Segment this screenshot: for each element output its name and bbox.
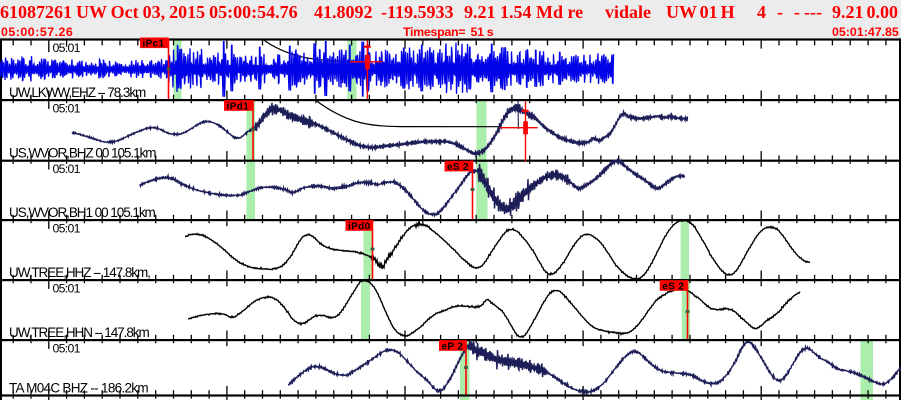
svg-text:eS 2: eS 2	[447, 162, 469, 173]
svg-text:iPc1: iPc1	[143, 39, 165, 50]
svg-text:iPd1: iPd1	[227, 101, 250, 112]
svg-text:iPd0: iPd0	[348, 221, 371, 232]
svg-text:UW,TREE,HHZ -- 147.8km,: UW,TREE,HHZ -- 147.8km,	[9, 265, 150, 280]
svg-text:05:01: 05:01	[53, 282, 81, 296]
svg-text:05:01: 05:01	[53, 102, 81, 116]
svg-text:eS 2: eS 2	[662, 281, 684, 292]
svg-text:UW,LKWW,EHZ -- 78.3km: UW,LKWW,EHZ -- 78.3km	[9, 85, 146, 100]
svg-text:05:01: 05:01	[53, 222, 81, 236]
svg-text:US,WVOR,BH1 00 105.1km: US,WVOR,BH1 00 105.1km	[9, 205, 156, 220]
svg-text:05:01: 05:01	[53, 342, 81, 356]
svg-text:US,WVOR,BHZ 00 105.1km: US,WVOR,BHZ 00 105.1km	[9, 146, 156, 161]
svg-text:UW,TREE,HHN -- 147.8km: UW,TREE,HHN -- 147.8km	[9, 325, 149, 340]
svg-text:eP 2: eP 2	[442, 341, 464, 352]
svg-text:05:01: 05:01	[53, 41, 81, 55]
svg-text:05:01: 05:01	[53, 162, 81, 176]
svg-text:TA M04C BHZ -- 186.2km: TA M04C BHZ -- 186.2km	[9, 380, 148, 395]
